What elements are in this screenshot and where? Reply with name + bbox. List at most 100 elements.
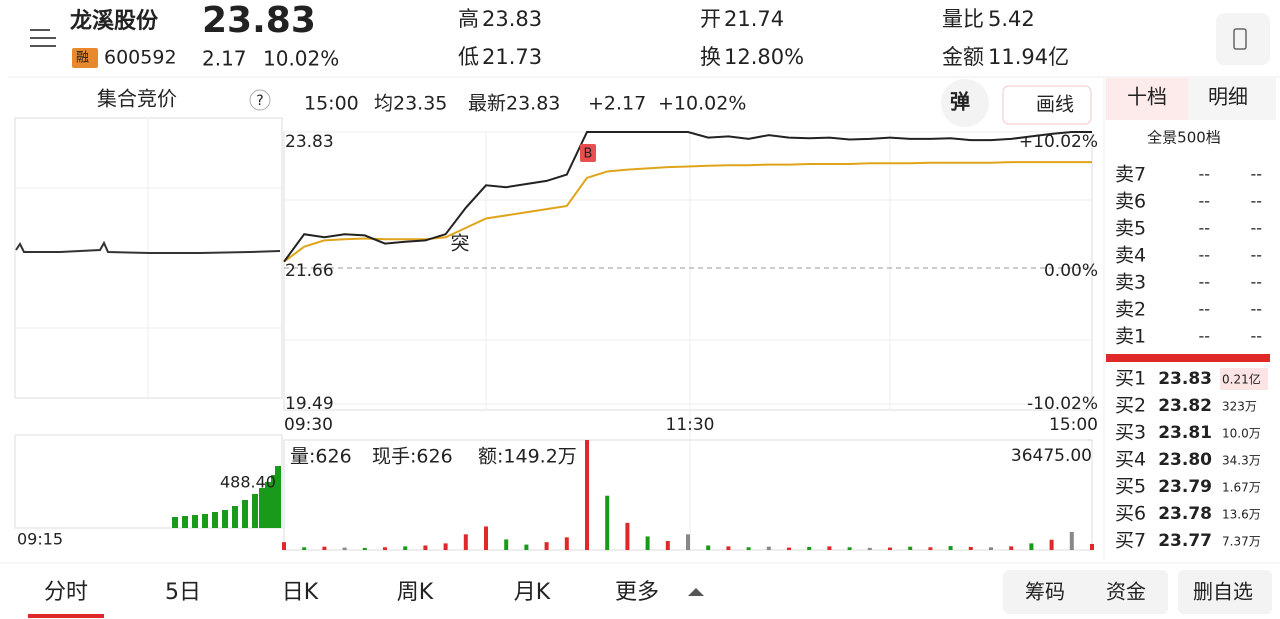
volume-bar — [1049, 539, 1054, 550]
stock-code: 600592 — [104, 47, 177, 69]
volume-bar — [585, 440, 589, 550]
popup-button[interactable] — [941, 79, 989, 127]
buy-volume: 7.37万 — [1222, 535, 1261, 549]
x-tick-label: 09:30 — [284, 415, 333, 435]
bottom-tab[interactable]: 月K — [514, 580, 551, 605]
buy-volume: 0.21亿 — [1222, 372, 1261, 387]
volume-bar — [645, 536, 650, 550]
bottom-tab[interactable]: 更多 — [615, 580, 659, 605]
change: +2.17 — [588, 93, 646, 115]
draw-button[interactable] — [1002, 85, 1092, 125]
buy-price: 23.82 — [1158, 396, 1212, 416]
bottom-tab[interactable]: 日K — [282, 580, 319, 605]
device-button[interactable] — [1216, 13, 1270, 65]
volume-max-label: 36475.00 — [1011, 446, 1092, 466]
buy-price: 23.79 — [1158, 477, 1212, 497]
stat-value: 21.73 — [482, 45, 542, 69]
volume-bar — [746, 547, 751, 550]
volume-bar — [463, 534, 468, 550]
tab-underline — [28, 614, 104, 618]
buy-price: 23.77 — [1158, 531, 1212, 551]
buy-name: 买4 — [1115, 449, 1146, 471]
sell-name: 卖5 — [1115, 218, 1146, 240]
volume-bar — [302, 547, 307, 550]
sell-name: 卖1 — [1115, 326, 1146, 348]
bottom-tab[interactable]: 分时 — [44, 580, 88, 605]
sell-volume: -- — [1250, 219, 1262, 238]
buy-volume: 34.3万 — [1222, 454, 1261, 468]
volume-bar — [362, 547, 367, 550]
avg-price: 均23.35 — [374, 93, 447, 115]
sell-price: -- — [1198, 192, 1210, 211]
volume-bar — [888, 547, 892, 550]
more-arrow[interactable] — [688, 588, 704, 596]
book-tab[interactable]: 明细 — [1208, 85, 1248, 109]
book-tab[interactable]: 十档 — [1127, 85, 1167, 109]
volume-bar — [504, 539, 509, 550]
stat-label: 金额 — [942, 45, 984, 69]
volume-bar — [564, 537, 569, 550]
action-group — [1003, 570, 1168, 614]
sell-name: 卖3 — [1115, 272, 1146, 294]
badge-bg — [72, 48, 98, 68]
volume-bar — [847, 547, 852, 550]
y-tick-label: 23.83 — [285, 132, 334, 152]
volume-bar — [544, 542, 549, 550]
volume-bar — [989, 547, 993, 550]
amount-label: 额:149.2万 — [478, 446, 577, 468]
help-circle[interactable] — [249, 89, 271, 111]
bottom-tab[interactable]: 5日 — [165, 580, 201, 605]
volume-bar — [948, 546, 953, 550]
pct-tick-label: 0.00% — [1044, 261, 1098, 281]
action-button[interactable]: 筹码 — [1025, 580, 1065, 604]
sell-volume: -- — [1250, 327, 1262, 346]
action-button[interactable]: 资金 — [1106, 580, 1146, 604]
y-tick-label: 19.49 — [285, 394, 334, 414]
bottom-tab[interactable]: 周K — [397, 580, 434, 605]
tab-active-bg[interactable] — [1106, 78, 1188, 120]
book-divider — [1106, 354, 1270, 362]
change: 2.17 — [202, 47, 247, 71]
help[interactable]: ? — [256, 93, 263, 109]
buy-name: 买1 — [1115, 368, 1146, 390]
sell-name: 卖4 — [1115, 245, 1146, 267]
sell-price: -- — [1198, 327, 1210, 346]
volume-bar — [625, 522, 630, 550]
volume-bar — [322, 546, 327, 550]
sell-volume: -- — [1250, 165, 1262, 184]
stat-value: 21.74 — [724, 7, 784, 31]
auction-title: 集合竞价 — [97, 87, 177, 111]
stat-label: 量比 — [942, 7, 984, 31]
volume-bar — [383, 547, 387, 550]
volume-bar — [443, 543, 448, 550]
popup[interactable]: 弹 — [950, 90, 970, 114]
volume-bar — [867, 547, 872, 550]
volume-bar — [342, 547, 347, 550]
volume-bar — [403, 546, 408, 550]
stat-label: 换 — [700, 45, 721, 69]
price-line — [283, 131, 1092, 263]
volume-bar — [665, 540, 670, 550]
x-tick-label: 11:30 — [666, 415, 715, 435]
menu-icon[interactable] — [30, 29, 56, 47]
auction-time: 09:15 — [17, 530, 63, 549]
draw[interactable]: 画线 — [1036, 94, 1074, 116]
stat-label: 高 — [458, 7, 479, 31]
sell-price: -- — [1198, 300, 1210, 319]
buy-name: 买3 — [1115, 422, 1146, 444]
stat-label: 开 — [700, 7, 721, 31]
volume-bar — [1069, 531, 1074, 550]
device-icon — [1233, 28, 1247, 50]
buy-volume: 13.6万 — [1222, 508, 1261, 522]
buy-marker: B — [584, 147, 593, 162]
volume-bar — [1090, 543, 1094, 550]
stat-value: 12.80% — [724, 45, 804, 69]
volume-bar — [908, 546, 913, 550]
panorama[interactable]: 全景500档 — [1147, 129, 1221, 147]
action-button[interactable]: 删自选 — [1193, 580, 1253, 604]
buy-price: 23.81 — [1158, 423, 1212, 443]
buy-volume: 323万 — [1222, 400, 1257, 414]
break-marker: 突 — [450, 233, 469, 255]
price-box — [283, 131, 1093, 411]
marker-bg — [580, 144, 596, 162]
